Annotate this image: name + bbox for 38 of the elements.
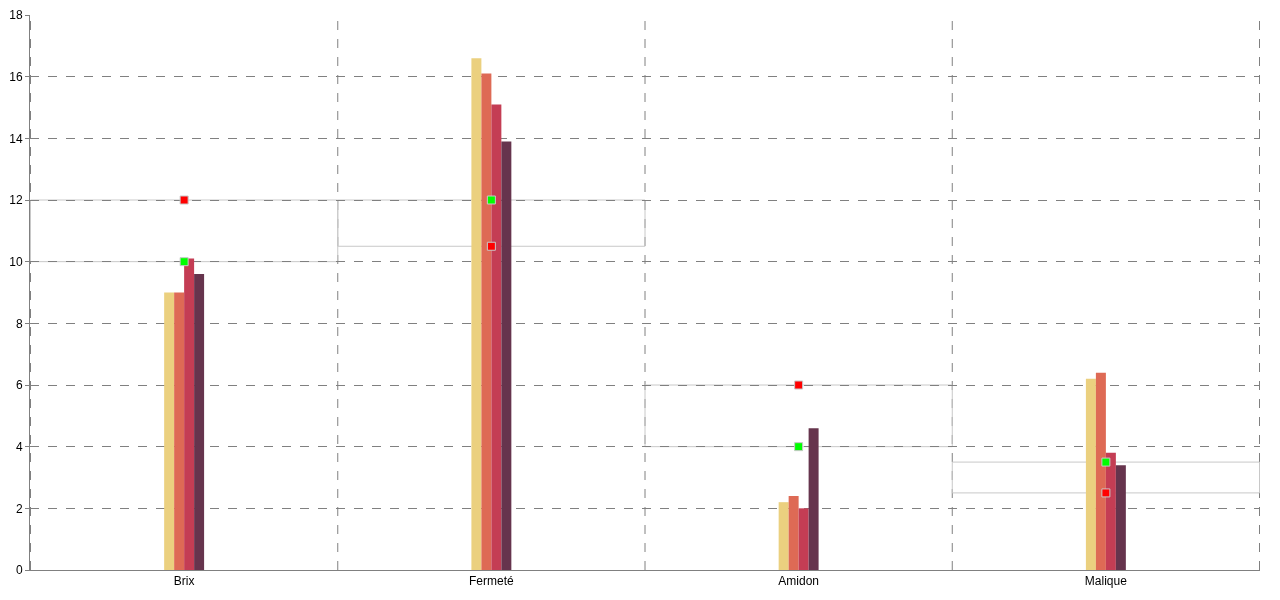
point — [486, 195, 496, 205]
point — [1101, 488, 1111, 498]
bar — [778, 502, 789, 570]
x-tick-label: Amidon — [778, 574, 819, 589]
bar — [491, 104, 502, 570]
y-tick-label: 4 — [15, 439, 23, 454]
y-tick-label: 8 — [15, 316, 23, 331]
y-tick-label: 14 — [9, 131, 23, 146]
point — [794, 380, 804, 390]
y-tick-label: 2 — [15, 501, 23, 516]
y-tick-label: 10 — [9, 254, 23, 269]
bar — [501, 141, 512, 570]
bar — [481, 73, 492, 570]
y-tick-label: 18 — [9, 8, 23, 23]
bar — [1105, 452, 1116, 570]
point — [179, 257, 189, 267]
y-tick-label: 0 — [15, 563, 23, 578]
point — [179, 195, 189, 205]
bar — [1115, 465, 1126, 570]
point — [1101, 457, 1111, 467]
bar — [174, 292, 185, 570]
point — [486, 241, 496, 251]
bar — [798, 508, 809, 570]
bar — [164, 292, 175, 570]
y-tick-label: 12 — [9, 193, 23, 208]
y-tick-label: 16 — [9, 69, 23, 84]
bar — [471, 58, 482, 570]
x-tick-label: Brix — [173, 574, 195, 589]
bar — [194, 274, 205, 570]
bar — [1095, 372, 1106, 570]
bar — [1085, 378, 1096, 570]
bar — [788, 496, 799, 570]
y-tick-label: 6 — [15, 378, 23, 393]
x-tick-label: Fermeté — [469, 574, 515, 589]
bar — [808, 428, 819, 570]
x-tick-label: Malique — [1084, 574, 1128, 589]
bar — [184, 258, 195, 570]
point — [794, 442, 804, 452]
